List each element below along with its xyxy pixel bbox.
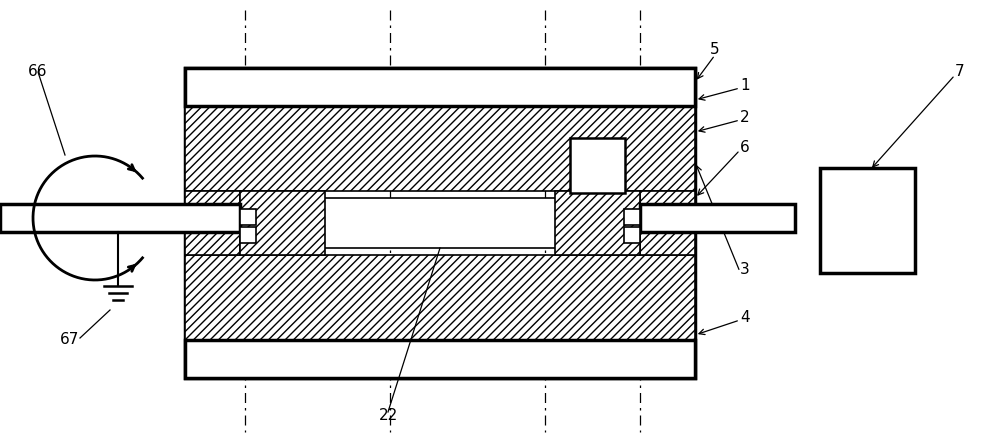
Text: 2: 2 xyxy=(740,110,750,126)
Bar xyxy=(185,255,695,340)
Bar xyxy=(0,204,240,232)
Bar xyxy=(820,168,915,273)
Bar xyxy=(240,191,325,255)
Bar xyxy=(555,191,640,255)
Bar xyxy=(624,209,640,225)
Text: 67: 67 xyxy=(60,332,80,347)
Bar xyxy=(240,198,640,248)
Text: 5: 5 xyxy=(710,42,720,57)
Bar xyxy=(624,227,640,243)
Text: 1: 1 xyxy=(740,77,750,92)
Bar xyxy=(570,138,625,193)
Bar xyxy=(185,340,695,378)
Bar xyxy=(240,209,256,225)
Bar xyxy=(185,68,695,106)
Bar xyxy=(185,106,695,191)
Text: 6: 6 xyxy=(740,141,750,156)
Text: 7: 7 xyxy=(955,65,965,80)
Text: 3: 3 xyxy=(740,263,750,278)
Bar xyxy=(640,204,795,232)
Text: 66: 66 xyxy=(28,65,48,80)
Bar xyxy=(185,68,695,378)
Text: 4: 4 xyxy=(740,310,750,325)
Bar xyxy=(185,191,240,255)
Text: 22: 22 xyxy=(378,408,398,423)
Bar xyxy=(640,191,695,255)
Bar xyxy=(240,227,256,243)
